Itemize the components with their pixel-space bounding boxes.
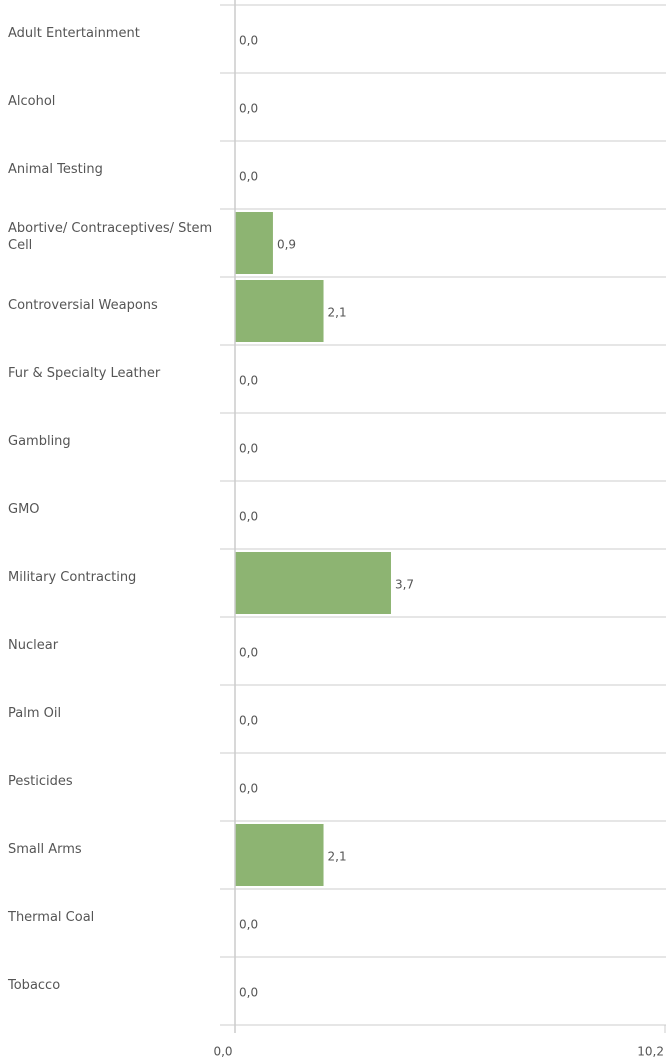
category-label: Controversial Weapons xyxy=(8,297,158,313)
data-label: 0,9 xyxy=(277,238,296,252)
data-label: 0,0 xyxy=(239,442,258,456)
data-label: 0,0 xyxy=(239,102,258,116)
data-label: 0,0 xyxy=(239,782,258,796)
data-label: 0,0 xyxy=(239,918,258,932)
category-label: Gambling xyxy=(8,433,71,449)
category-label: Tobacco xyxy=(8,977,61,993)
data-label: 0,0 xyxy=(239,986,258,1000)
data-label: 0,0 xyxy=(239,374,258,388)
category-label: Military Contracting xyxy=(8,569,137,585)
x-tick-label: 0,0 xyxy=(213,1045,232,1059)
bar xyxy=(235,552,391,614)
x-tick-label: 10,2 xyxy=(637,1045,664,1059)
data-label: 0,0 xyxy=(239,714,258,728)
category-label: Animal Testing xyxy=(8,161,103,177)
category-label: Small Arms xyxy=(8,841,82,857)
data-label: 0,0 xyxy=(239,646,258,660)
category-label: Adult Entertainment xyxy=(8,25,140,41)
data-label: 2,1 xyxy=(328,306,347,320)
data-label: 3,7 xyxy=(395,578,414,592)
bar xyxy=(235,212,273,274)
data-label: 0,0 xyxy=(239,170,258,184)
category-label: Alcohol xyxy=(8,93,56,109)
category-label: Palm Oil xyxy=(8,705,62,721)
category-label: Nuclear xyxy=(8,637,59,653)
bar xyxy=(235,824,324,886)
category-label: Abortive/ Contraceptives/ Stem Cell xyxy=(8,221,213,253)
bar xyxy=(235,280,324,342)
data-label: 2,1 xyxy=(328,850,347,864)
category-label: Fur & Specialty Leather xyxy=(8,365,161,381)
data-label: 0,0 xyxy=(239,34,258,48)
category-label: Thermal Coal xyxy=(8,909,95,925)
category-label: Pesticides xyxy=(8,773,73,789)
data-label: 0,0 xyxy=(239,510,258,524)
category-label: GMO xyxy=(8,501,40,517)
